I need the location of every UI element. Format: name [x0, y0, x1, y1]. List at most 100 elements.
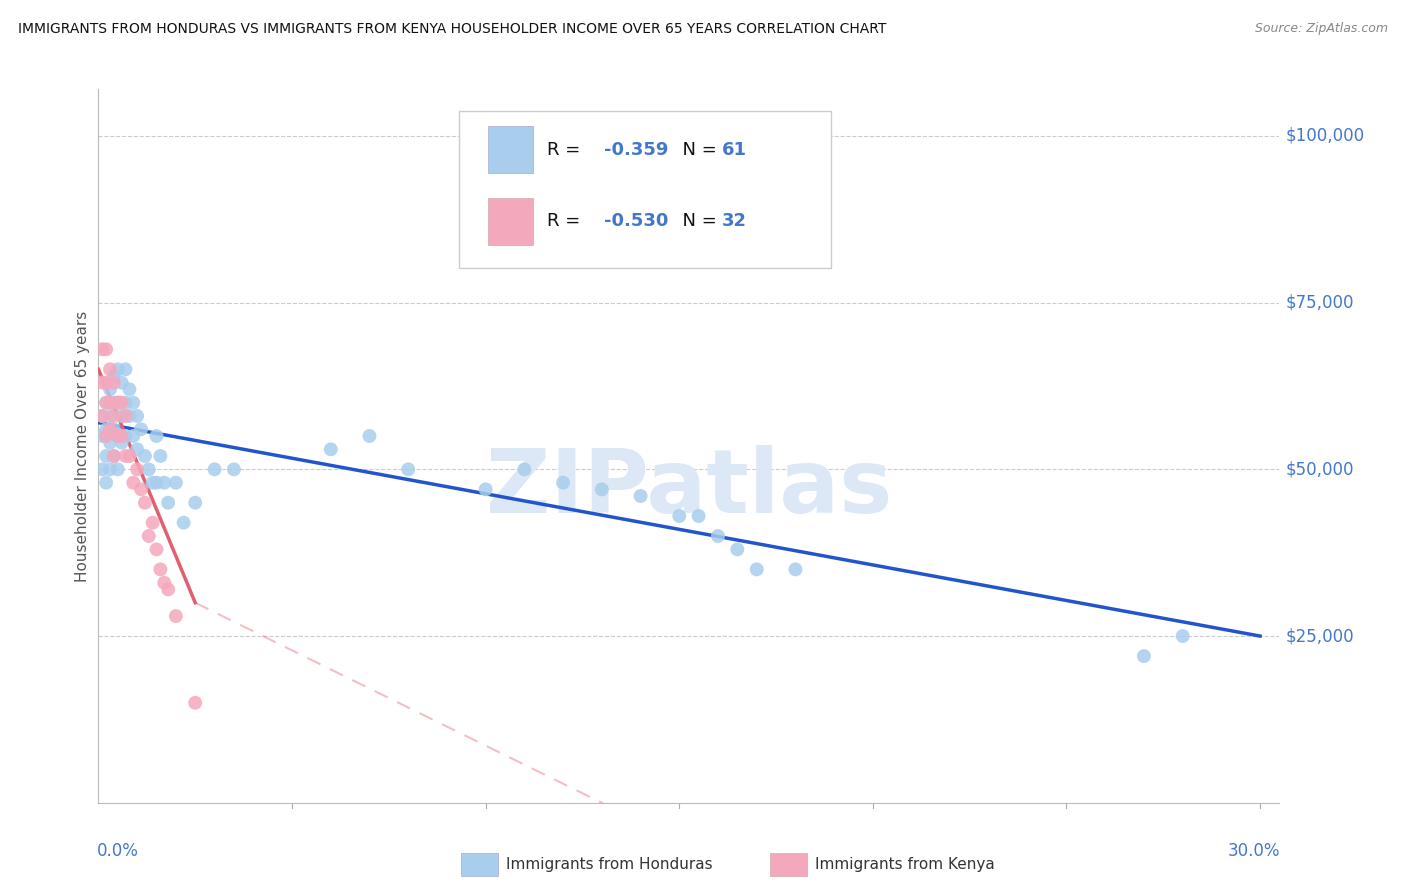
- Point: [668, 509, 690, 524]
- Point: [103, 409, 125, 423]
- Point: [107, 395, 129, 409]
- Point: [145, 475, 167, 490]
- Point: [96, 475, 118, 490]
- Point: [118, 382, 141, 396]
- Point: [111, 376, 134, 390]
- Point: [319, 442, 342, 457]
- Point: [129, 483, 152, 497]
- Point: [157, 496, 180, 510]
- Point: [1133, 649, 1156, 664]
- Point: [145, 542, 167, 557]
- Point: [513, 462, 536, 476]
- Point: [107, 362, 129, 376]
- Text: 30.0%: 30.0%: [1229, 842, 1281, 860]
- Point: [630, 489, 652, 503]
- Point: [145, 429, 167, 443]
- Point: [111, 409, 134, 423]
- Point: [591, 483, 613, 497]
- Point: [222, 462, 245, 476]
- Point: [91, 343, 114, 357]
- Point: [184, 496, 207, 510]
- Point: [107, 429, 129, 443]
- FancyBboxPatch shape: [488, 198, 533, 244]
- Point: [138, 529, 160, 543]
- Point: [98, 409, 121, 423]
- Point: [1171, 629, 1194, 643]
- Text: $75,000: $75,000: [1285, 293, 1354, 311]
- Point: [142, 475, 165, 490]
- Point: [103, 368, 125, 383]
- Point: [127, 462, 149, 476]
- Point: [204, 462, 226, 476]
- Point: [396, 462, 419, 476]
- FancyBboxPatch shape: [488, 127, 533, 173]
- Point: [114, 362, 136, 376]
- Point: [153, 475, 176, 490]
- Point: [688, 509, 710, 524]
- Point: [98, 362, 121, 376]
- Y-axis label: Householder Income Over 65 years: Householder Income Over 65 years: [75, 310, 90, 582]
- Point: [91, 409, 114, 423]
- Point: [107, 395, 129, 409]
- Point: [122, 475, 145, 490]
- Text: $100,000: $100,000: [1285, 127, 1364, 145]
- Point: [149, 449, 172, 463]
- Point: [114, 429, 136, 443]
- FancyBboxPatch shape: [458, 111, 831, 268]
- Text: 32: 32: [723, 212, 747, 230]
- Point: [98, 462, 121, 476]
- Text: Immigrants from Honduras: Immigrants from Honduras: [506, 857, 713, 871]
- Point: [111, 429, 134, 443]
- Text: $25,000: $25,000: [1285, 627, 1354, 645]
- Point: [745, 562, 768, 576]
- Point: [96, 395, 118, 409]
- Point: [107, 462, 129, 476]
- Point: [111, 395, 134, 409]
- Point: [551, 475, 574, 490]
- Text: Source: ZipAtlas.com: Source: ZipAtlas.com: [1254, 22, 1388, 36]
- Point: [91, 429, 114, 443]
- Point: [785, 562, 807, 576]
- Point: [98, 382, 121, 396]
- Point: [127, 409, 149, 423]
- Point: [149, 562, 172, 576]
- Point: [107, 429, 129, 443]
- Point: [98, 435, 121, 450]
- Point: [184, 696, 207, 710]
- Text: $50,000: $50,000: [1285, 460, 1354, 478]
- Point: [103, 395, 125, 409]
- Point: [707, 529, 730, 543]
- Point: [114, 409, 136, 423]
- Point: [103, 422, 125, 436]
- Point: [103, 449, 125, 463]
- Point: [122, 429, 145, 443]
- Point: [103, 376, 125, 390]
- Point: [142, 516, 165, 530]
- Point: [96, 376, 118, 390]
- Point: [725, 542, 748, 557]
- Point: [96, 422, 118, 436]
- Text: N =: N =: [671, 141, 723, 159]
- Point: [165, 475, 187, 490]
- Point: [165, 609, 187, 624]
- Text: N =: N =: [671, 212, 723, 230]
- Point: [129, 422, 152, 436]
- Point: [153, 575, 176, 590]
- Point: [138, 462, 160, 476]
- Point: [118, 409, 141, 423]
- Text: -0.530: -0.530: [605, 212, 668, 230]
- Text: 0.0%: 0.0%: [97, 842, 139, 860]
- Text: R =: R =: [547, 141, 586, 159]
- Text: R =: R =: [547, 212, 586, 230]
- Point: [98, 395, 121, 409]
- Text: IMMIGRANTS FROM HONDURAS VS IMMIGRANTS FROM KENYA HOUSEHOLDER INCOME OVER 65 YEA: IMMIGRANTS FROM HONDURAS VS IMMIGRANTS F…: [18, 22, 887, 37]
- Text: -0.359: -0.359: [605, 141, 668, 159]
- Point: [96, 429, 118, 443]
- Text: Immigrants from Kenya: Immigrants from Kenya: [815, 857, 995, 871]
- Point: [103, 449, 125, 463]
- Point: [91, 409, 114, 423]
- Point: [134, 449, 156, 463]
- Point: [474, 483, 496, 497]
- Point: [122, 395, 145, 409]
- Point: [134, 496, 156, 510]
